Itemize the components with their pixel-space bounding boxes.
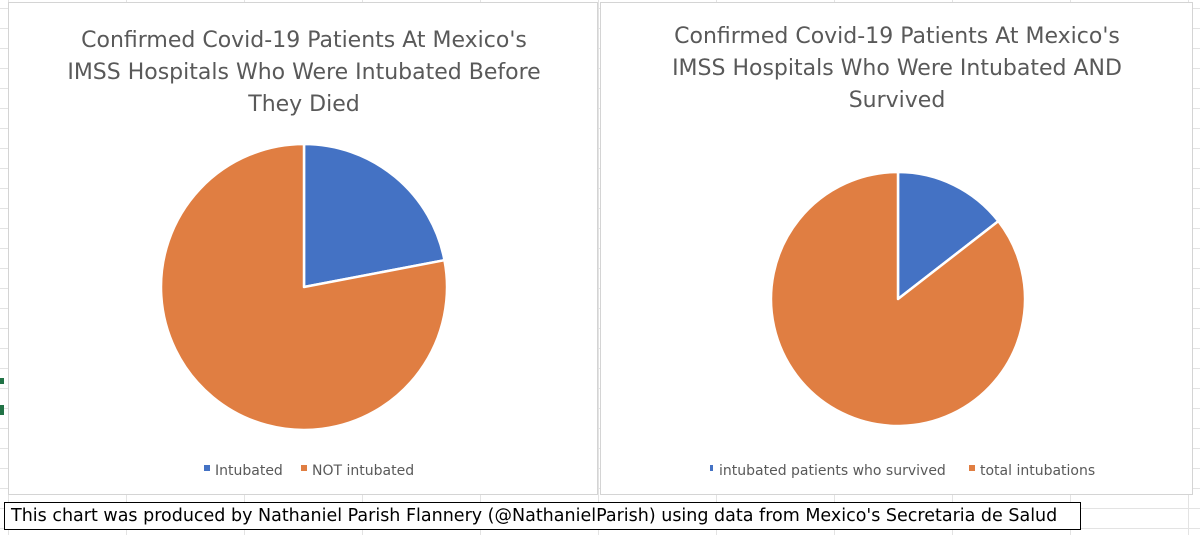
legend-swatch-intubated	[204, 465, 210, 471]
chart-title-line: Confirmed Covid-19 Patients At Mexico's	[674, 24, 1120, 49]
chart-title-line: They Died	[247, 92, 359, 117]
legend-swatch-survived	[710, 465, 713, 471]
selection-marker	[0, 378, 4, 384]
footer-credit-cell[interactable]: This chart was produced by Nathaniel Par…	[4, 502, 1081, 530]
legend-label-total: total intubations	[980, 463, 1095, 479]
chart-title-line: IMSS Hospitals Who Were Intubated AND	[672, 56, 1122, 81]
chart-intubated-survived[interactable]: Confirmed Covid-19 Patients At Mexico's …	[600, 2, 1193, 495]
pie-slice-total-intubations[interactable]	[769, 170, 1027, 428]
chart-title-line: Confirmed Covid-19 Patients At Mexico's	[81, 28, 527, 53]
chart-title: Confirmed Covid-19 Patients At Mexico's …	[67, 28, 540, 117]
chart-title-line: IMSS Hospitals Who Were Intubated Before	[67, 60, 540, 85]
pie-chart-svg: Confirmed Covid-19 Patients At Mexico's …	[672, 24, 1122, 479]
pie-chart-svg: Confirmed Covid-19 Patients At Mexico's …	[67, 28, 540, 479]
legend-swatch-total	[969, 465, 975, 471]
legend: intubated patients who survived total in…	[710, 463, 1095, 479]
selection-marker	[0, 405, 4, 415]
pie-slice-not-intubated[interactable]	[159, 142, 449, 432]
chart-intubated-before-died[interactable]: Confirmed Covid-19 Patients At Mexico's …	[8, 2, 598, 495]
pie-slices	[769, 170, 1027, 428]
legend-swatch-not-intubated	[301, 465, 307, 471]
chart-title-line: Survived	[849, 88, 946, 113]
legend-label-survived: intubated patients who survived	[719, 463, 946, 479]
legend: Intubated NOT intubated	[204, 463, 414, 479]
pie-slices	[159, 142, 449, 432]
legend-label-intubated: Intubated	[215, 463, 283, 479]
pie-slice-intubated[interactable]	[302, 142, 446, 289]
chart-title: Confirmed Covid-19 Patients At Mexico's …	[672, 24, 1122, 113]
pie-slice-intubated-patients-who-survived[interactable]	[896, 170, 1000, 301]
legend-label-not-intubated: NOT intubated	[312, 463, 414, 479]
